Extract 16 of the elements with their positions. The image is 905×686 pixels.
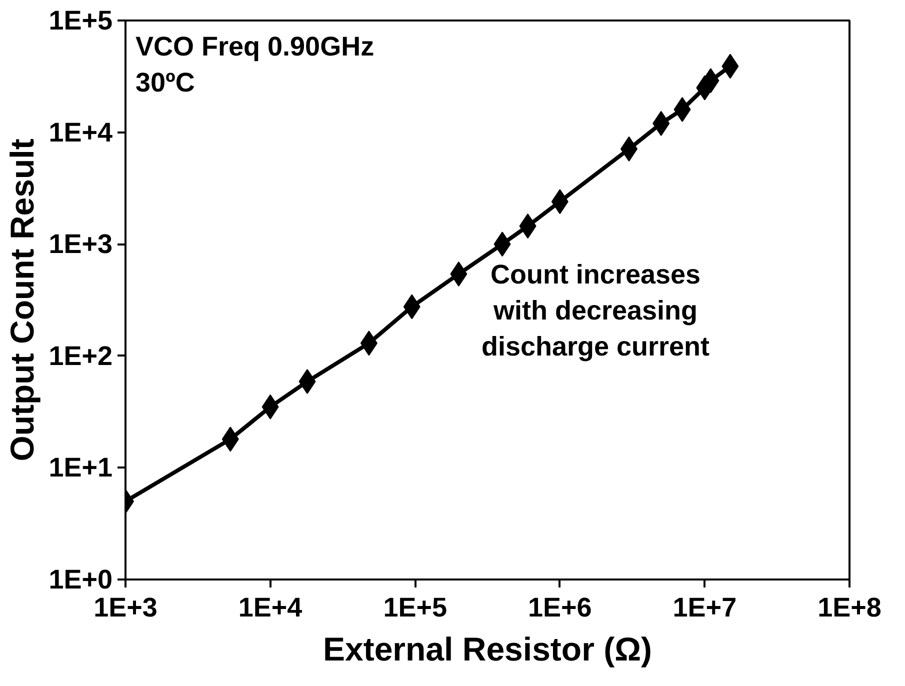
x-tick-label: 1E+3 (94, 592, 158, 622)
annotation: Count increases with decreasing discharge current (481, 260, 710, 362)
x-tick-label: 1E+7 (672, 592, 737, 622)
y-axis-title: Output Count Result (4, 138, 41, 462)
x-axis-title: External Resistor (Ω) (322, 630, 652, 668)
y-tick-label: 1E+5 (48, 6, 113, 36)
y-tick-label: 1E+3 (48, 229, 113, 260)
y-tick-label: 1E+4 (48, 117, 113, 148)
x-tick-label: 1E+4 (238, 592, 302, 622)
x-tick-label: 1E+8 (818, 592, 882, 622)
y-tick-label: 1E+2 (48, 340, 113, 371)
y-tick-label: 1E+0 (48, 564, 113, 594)
x-tick-label: 1E+5 (383, 592, 448, 622)
y-tick-label: 1E+1 (48, 452, 113, 483)
x-tick-label: 1E+6 (528, 592, 592, 622)
annotation: VCO Freq 0.90GHz 30ºC (136, 32, 374, 98)
